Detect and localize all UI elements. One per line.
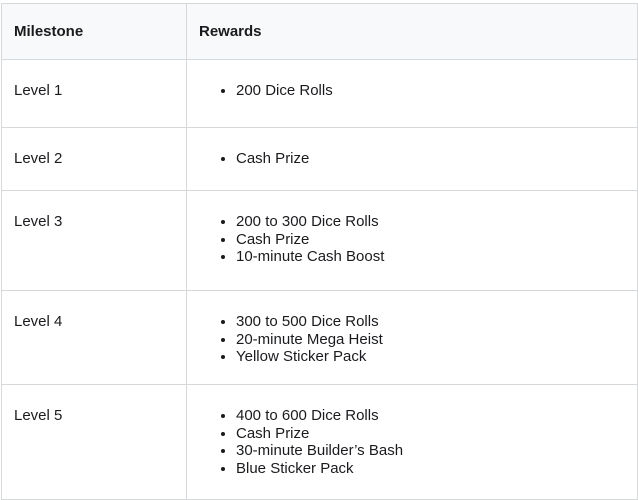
table-row: Level 4 300 to 500 Dice Rolls 20-minute … bbox=[1, 290, 638, 385]
table-row: Level 1 200 Dice Rolls bbox=[1, 59, 638, 128]
table-row: Level 3 200 to 300 Dice Rolls Cash Prize… bbox=[1, 190, 638, 291]
table-body: Level 1 200 Dice Rolls Level 2 Cash Priz… bbox=[1, 59, 638, 500]
reward-item: Yellow Sticker Pack bbox=[236, 348, 625, 366]
milestone-cell: Level 4 bbox=[1, 290, 187, 385]
rewards-cell: 300 to 500 Dice Rolls 20-minute Mega Hei… bbox=[186, 290, 638, 385]
milestone-cell: Level 5 bbox=[1, 384, 187, 500]
column-header-rewards: Rewards bbox=[186, 3, 638, 60]
rewards-list: 200 Dice Rolls bbox=[199, 82, 625, 100]
reward-item: Cash Prize bbox=[236, 150, 625, 168]
rewards-cell: Cash Prize bbox=[186, 127, 638, 191]
milestone-cell: Level 1 bbox=[1, 59, 187, 128]
reward-item: 300 to 500 Dice Rolls bbox=[236, 313, 625, 331]
reward-item: Cash Prize bbox=[236, 425, 625, 443]
column-header-milestone: Milestone bbox=[1, 3, 187, 60]
rewards-list: 300 to 500 Dice Rolls 20-minute Mega Hei… bbox=[199, 313, 625, 366]
rewards-list: 400 to 600 Dice Rolls Cash Prize 30-minu… bbox=[199, 407, 625, 477]
milestone-rewards-table: Milestone Rewards Level 1 200 Dice Rolls… bbox=[1, 3, 638, 500]
milestone-cell: Level 2 bbox=[1, 127, 187, 191]
reward-item: 400 to 600 Dice Rolls bbox=[236, 407, 625, 425]
reward-item: 200 Dice Rolls bbox=[236, 82, 625, 100]
milestone-cell: Level 3 bbox=[1, 190, 187, 291]
rewards-cell: 400 to 600 Dice Rolls Cash Prize 30-minu… bbox=[186, 384, 638, 500]
reward-item: 10-minute Cash Boost bbox=[236, 248, 625, 266]
rewards-cell: 200 Dice Rolls bbox=[186, 59, 638, 128]
reward-item: Blue Sticker Pack bbox=[236, 460, 625, 478]
table-header: Milestone Rewards bbox=[1, 3, 638, 60]
reward-item: 20-minute Mega Heist bbox=[236, 331, 625, 349]
table-row: Level 5 400 to 600 Dice Rolls Cash Prize… bbox=[1, 384, 638, 500]
rewards-cell: 200 to 300 Dice Rolls Cash Prize 10-minu… bbox=[186, 190, 638, 291]
reward-item: 200 to 300 Dice Rolls bbox=[236, 213, 625, 231]
table-row: Level 2 Cash Prize bbox=[1, 127, 638, 191]
rewards-list: 200 to 300 Dice Rolls Cash Prize 10-minu… bbox=[199, 213, 625, 266]
reward-item: Cash Prize bbox=[236, 231, 625, 249]
reward-item: 30-minute Builder’s Bash bbox=[236, 442, 625, 460]
header-row: Milestone Rewards bbox=[1, 3, 638, 60]
rewards-list: Cash Prize bbox=[199, 150, 625, 168]
